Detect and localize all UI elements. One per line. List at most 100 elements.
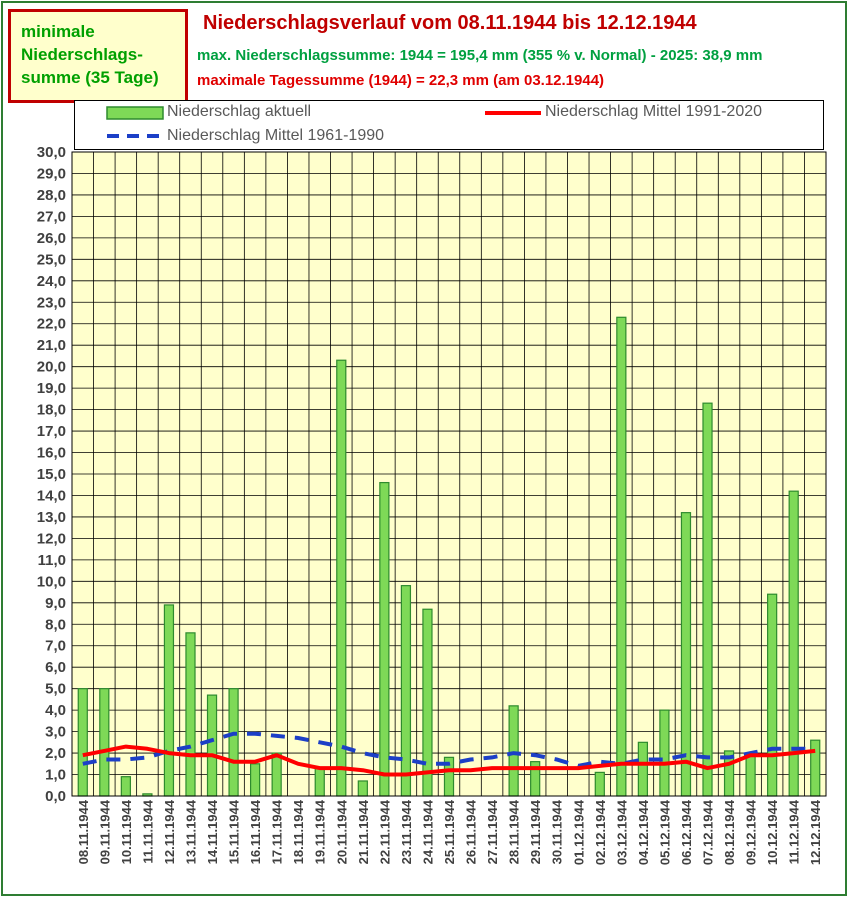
x-tick-label: 29.11.1944: [528, 799, 543, 864]
plot-border: [71, 151, 827, 797]
axes: 0,0 1,0 2,0 3,0 4,0 5,0 6,0 7,0 8,0 9,0 10,0 11,0 12…: [37, 144, 827, 865]
legend-label-mean-6190: Niederschlag Mittel 1961-1990: [167, 127, 385, 144]
x-tick-label: 23.11.1944: [399, 799, 414, 864]
legend-label-actual: Niederschlag aktuell: [167, 103, 312, 120]
x-tick-label: 27.11.1944: [485, 799, 500, 864]
grid-lines: [71, 151, 827, 797]
x-tick-label: 19.11.1944: [313, 799, 328, 864]
y-tick-label: 15,0: [37, 466, 66, 483]
bar-actual: [206, 694, 218, 797]
y-tick-label: 1,0: [45, 767, 66, 784]
x-tick-label: 15.11.1944: [227, 799, 242, 864]
x-tick-label: 24.11.1944: [420, 799, 435, 864]
bar-actual: [163, 604, 175, 797]
bar-actual: [400, 585, 412, 797]
y-tick-label: 25,0: [37, 251, 66, 268]
x-tick-label: 03.12.1944: [614, 799, 629, 865]
x-tick-label: 11.11.1944: [140, 799, 155, 863]
x-tick-label: 28.11.1944: [507, 799, 522, 864]
x-tick-label: 11.12.1944: [787, 799, 802, 864]
x-tick-label: 26.11.1944: [464, 799, 479, 864]
y-tick-label: 10,0: [37, 573, 66, 590]
bar-actual: [271, 752, 282, 797]
legend-blue-dash-swatch: [107, 134, 163, 138]
x-tick-label: 09.11.1944: [97, 799, 112, 864]
bar-actual: [810, 739, 821, 797]
y-tick-label: 13,0: [37, 509, 66, 526]
x-tick-label: 01.12.1944: [571, 799, 586, 865]
x-tick-label: 22.11.1944: [377, 799, 392, 864]
bar-actual: [336, 359, 347, 797]
x-tick-label: 05.12.1944: [657, 799, 672, 865]
bar-actual: [702, 402, 713, 797]
bar-actual: [508, 705, 519, 797]
bar-actual: [659, 709, 670, 797]
y-tick-label: 16,0: [37, 445, 66, 462]
legend-red-line-swatch: [485, 111, 541, 115]
x-tick-label: 25.11.1944: [442, 799, 457, 864]
bar-actual: [422, 608, 433, 797]
y-tick-label: 3,0: [45, 724, 66, 741]
y-tick-label: 30,0: [37, 144, 66, 161]
y-tick-label: 4,0: [45, 702, 66, 719]
y-tick-label: 14,0: [37, 487, 66, 504]
x-tick-label: 07.12.1944: [701, 799, 716, 865]
bar-actual: [637, 741, 649, 797]
badge-line-3: summe (35 Tage): [21, 68, 159, 87]
bar-actual: [357, 780, 368, 797]
y-tick-label: 8,0: [45, 616, 66, 633]
chart-title: Niederschlagsverlauf vom 08.11.1944 bis …: [203, 12, 697, 34]
y-tick-label: 21,0: [37, 337, 66, 354]
y-tick-label: 12,0: [37, 530, 66, 547]
bar-actual: [616, 316, 627, 797]
y-tick-label: 22,0: [37, 316, 66, 333]
y-tick-label: 0,0: [45, 788, 66, 805]
x-tick-label: 12.12.1944: [808, 799, 823, 865]
max-sum-subtitle: max. Niederschlagssumme: 1944 = 195,4 mm…: [197, 47, 763, 64]
max-daily-subtitle: maximale Tagessumme (1944) = 22,3 mm (am…: [197, 72, 605, 89]
x-tick-label: 08.11.1944: [76, 799, 91, 864]
legend-label-mean-9120: Niederschlag Mittel 1991-2020: [545, 103, 763, 120]
y-tick-label: 5,0: [45, 681, 66, 698]
legend-bar-swatch: [106, 106, 164, 120]
line-mean-1991-2020: [82, 744, 816, 777]
y-tick-label: 27,0: [37, 208, 66, 225]
x-tick-label: 13.11.1944: [183, 799, 198, 864]
bar-actual: [99, 688, 110, 797]
x-tick-label: 10.12.1944: [765, 799, 780, 865]
line-series: [82, 731, 816, 777]
y-tick-label: 11,0: [38, 552, 66, 569]
y-tick-label: 23,0: [37, 294, 66, 311]
y-tick-label: 20,0: [37, 359, 66, 376]
badge-line-2: Niederschlags-: [21, 45, 143, 64]
bar-actual: [228, 688, 239, 797]
x-tick-label: 12.11.1944: [162, 799, 177, 864]
x-tick-label: 08.12.1944: [722, 799, 737, 865]
y-tick-label: 9,0: [45, 595, 66, 612]
badge-line-1: minimale: [21, 22, 95, 41]
y-tick-label: 18,0: [37, 402, 66, 419]
y-tick-label: 24,0: [37, 273, 66, 290]
x-tick-label: 16.11.1944: [248, 799, 263, 864]
bar-actual: [249, 763, 261, 797]
y-tick-label: 26,0: [37, 230, 66, 247]
bar-actual: [767, 593, 778, 797]
x-tick-label: 21.11.1944: [356, 799, 371, 864]
x-tick-label: 20.11.1944: [334, 799, 349, 864]
bar-actual: [185, 632, 196, 797]
bar-actual: [120, 776, 131, 797]
min-sum-badge: minimale Niederschlags- summe (35 Tage): [8, 9, 188, 103]
x-tick-label: 09.12.1944: [744, 799, 759, 865]
y-tick-label: 29,0: [37, 165, 66, 182]
y-tick-label: 7,0: [45, 638, 66, 655]
legend: Niederschlag aktuell Niederschlag Mittel…: [74, 100, 824, 150]
y-tick-label: 19,0: [37, 380, 66, 397]
x-tick-label: 18.11.1944: [291, 799, 306, 864]
x-tick-label: 17.11.1944: [270, 799, 285, 864]
y-tick-label: 6,0: [45, 659, 66, 676]
bar-actual: [745, 752, 756, 797]
y-tick-label: 2,0: [45, 745, 66, 762]
line-mean-1961-1990: [82, 731, 816, 768]
y-tick-label: 17,0: [37, 423, 66, 440]
